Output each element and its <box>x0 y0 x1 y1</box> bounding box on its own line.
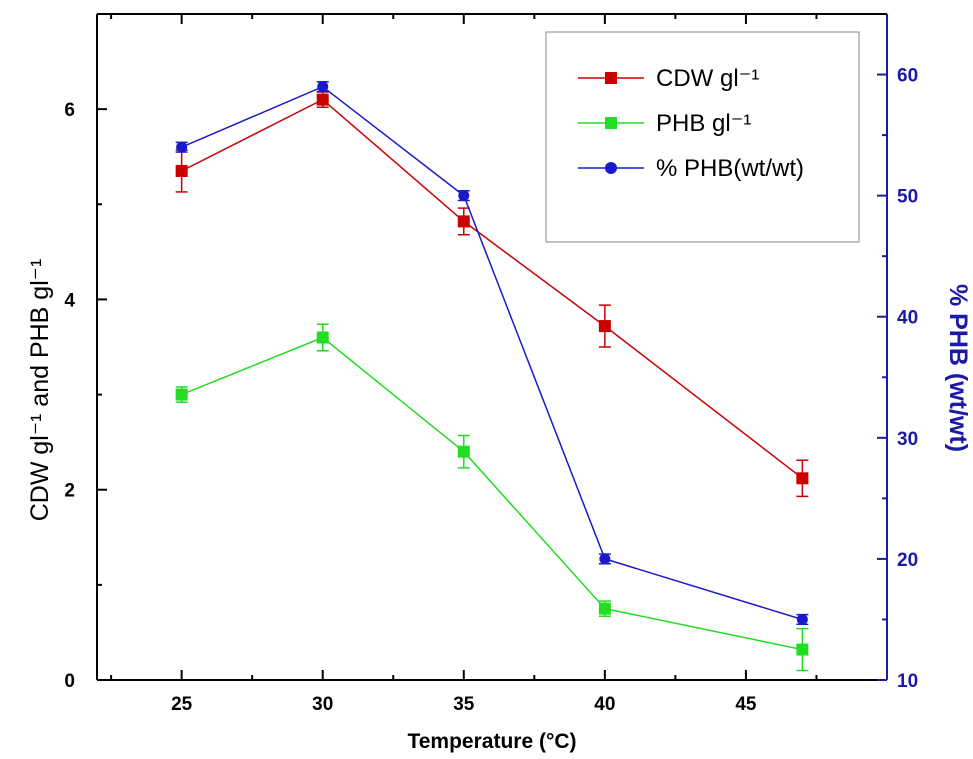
bottom-tick-label: 35 <box>453 694 475 715</box>
left-tick-label: 2 <box>64 481 75 502</box>
bottom-tick-label: 45 <box>735 694 757 715</box>
data-point <box>796 613 808 625</box>
legend-item: CDW gl⁻¹ <box>578 65 759 92</box>
left-tick-label: 6 <box>64 100 75 121</box>
right-tick-label: 60 <box>897 66 918 87</box>
left-axis-ticks: 0 2 4 6 <box>64 100 107 692</box>
y-axis-title: CDW gl⁻¹ and PHB gl⁻¹ <box>26 259 54 522</box>
right-tick-label: 30 <box>897 429 918 450</box>
right-tick-label: 20 <box>897 550 918 571</box>
legend-label: PHB gl⁻¹ <box>656 110 751 137</box>
data-point <box>598 602 611 615</box>
data-point <box>316 331 329 344</box>
right-axis-ticks: 10 20 30 40 50 60 <box>877 66 918 692</box>
data-point <box>598 320 611 333</box>
bottom-axis-ticks: 25 30 35 40 45 <box>110 14 818 715</box>
legend-marker <box>605 117 617 129</box>
data-point <box>796 472 809 485</box>
data-point <box>175 164 188 177</box>
data-point <box>457 445 470 458</box>
bottom-tick-label: 40 <box>594 694 615 715</box>
series-line <box>181 336 803 651</box>
right-tick-label: 10 <box>897 671 918 692</box>
right-tick-label: 50 <box>897 187 918 208</box>
right-tick-label: 40 <box>897 308 918 329</box>
data-point <box>316 93 329 106</box>
legend: CDW gl⁻¹ PHB gl⁻¹ % PHB(wt/wt) <box>545 31 860 243</box>
legend-item: % PHB(wt/wt) <box>578 155 804 182</box>
legend-item: PHB gl⁻¹ <box>578 110 751 137</box>
legend-box <box>545 31 860 243</box>
data-point <box>458 190 470 202</box>
plot-frame <box>96 13 888 681</box>
series-1 <box>175 323 809 672</box>
legend-label: % PHB(wt/wt) <box>656 155 804 182</box>
y2-axis-title: % PHB (wt/wt) <box>944 284 972 452</box>
data-point <box>599 553 611 565</box>
x-axis-title: Temperature (°C) <box>407 730 576 753</box>
data-point <box>317 81 329 93</box>
data-point <box>175 388 188 401</box>
series-0 <box>175 91 809 498</box>
legend-label: CDW gl⁻¹ <box>656 65 759 92</box>
series-2 <box>175 81 809 626</box>
data-point <box>796 643 809 656</box>
left-tick-label: 4 <box>64 290 75 311</box>
left-tick-label: 0 <box>64 671 75 692</box>
bottom-tick-label: 30 <box>312 694 333 715</box>
legend-marker <box>605 72 617 84</box>
series-layer <box>175 81 809 672</box>
bottom-tick-label: 25 <box>171 694 193 715</box>
legend-marker <box>605 162 617 174</box>
data-point <box>176 141 188 153</box>
data-point <box>457 215 470 228</box>
